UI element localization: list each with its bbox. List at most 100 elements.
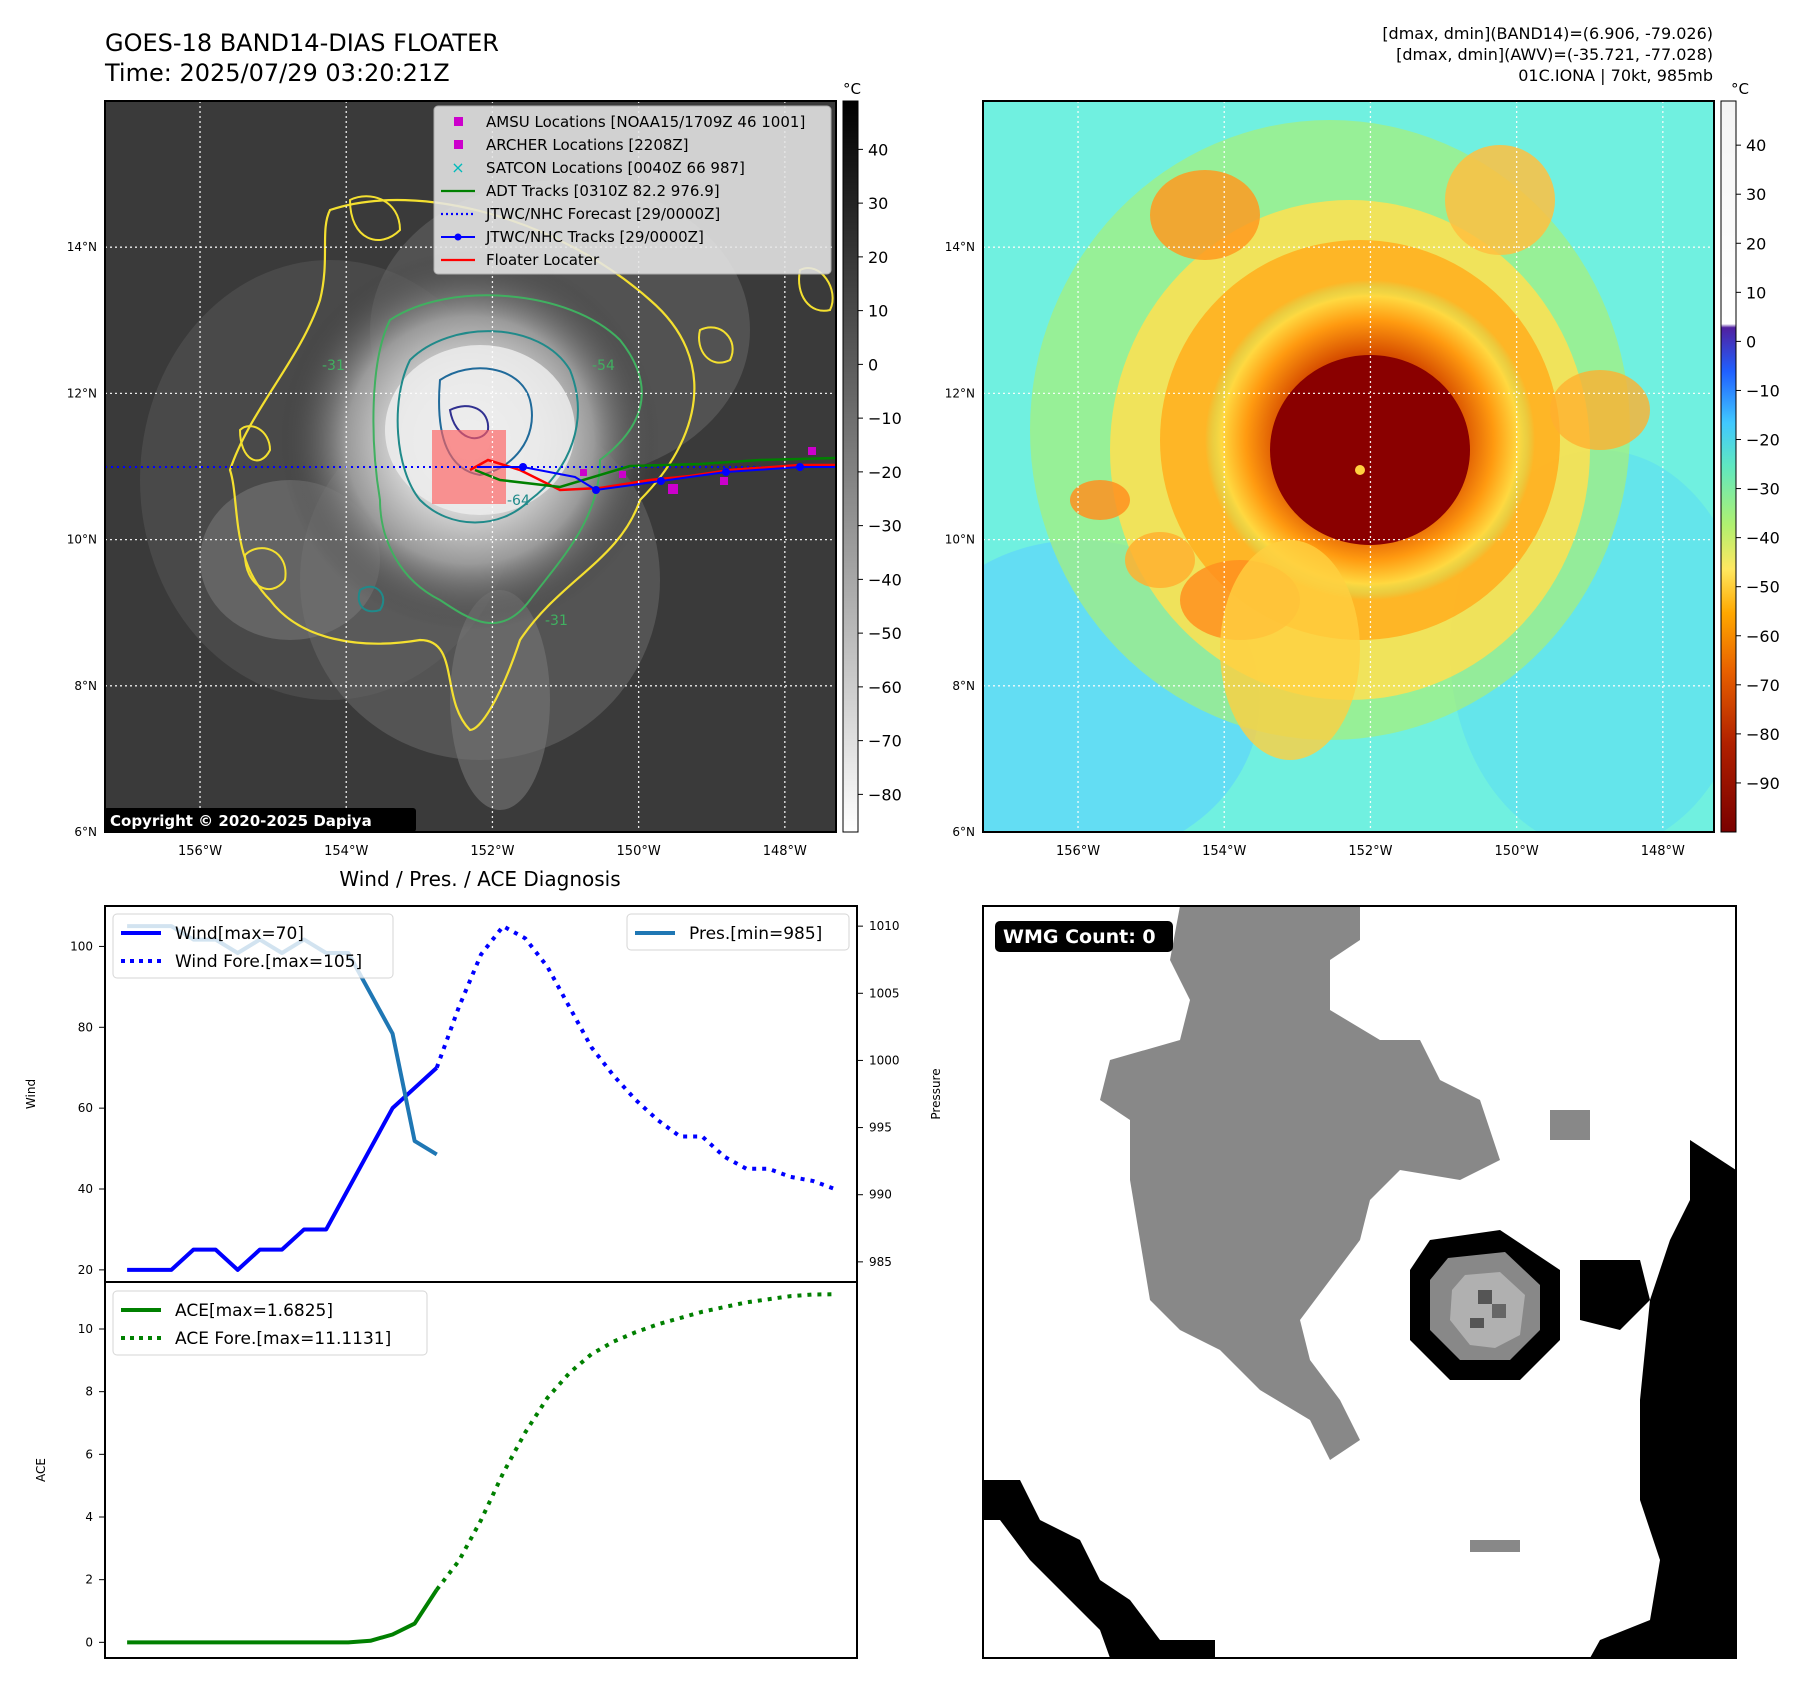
track-lines xyxy=(105,447,836,494)
pressure-tick-label: 1010 xyxy=(869,919,900,933)
lon-label: 148°W xyxy=(763,844,807,859)
lat-label: 10°N xyxy=(67,533,97,547)
pressure-tick-label: 985 xyxy=(869,1255,892,1269)
ace-series xyxy=(127,1292,835,1645)
ace-tick-label: 10 xyxy=(78,1322,93,1336)
ir-map-lat-labels: 14°N 12°N 10°N 8°N 6°N xyxy=(67,240,97,839)
colorbar-tick-label: −40 xyxy=(1746,529,1780,548)
wmg-panel: WMG Count: 0 xyxy=(982,905,1737,1659)
series-line xyxy=(127,1066,439,1272)
legend-item: Floater Locater xyxy=(441,251,600,269)
colorbar-tick-label: −40 xyxy=(868,570,902,589)
lon-label: 150°W xyxy=(617,844,661,859)
adt-track xyxy=(474,456,836,489)
lon-label: 152°W xyxy=(1348,844,1392,859)
colorbar-tick-label: −60 xyxy=(868,678,902,697)
info-band14: [dmax, dmin](BAND14)=(6.906, -79.026) xyxy=(1382,24,1713,43)
diagnosis-panel: Wind / Pres. / ACE Diagnosis Wind Pressu… xyxy=(24,867,943,1659)
figure-time: Time: 2025/07/29 03:20:21Z xyxy=(104,59,450,87)
colorbar-tick-label: 30 xyxy=(868,194,888,213)
contour-label: -64 xyxy=(507,493,530,509)
ace-legend: ACE[max=1.6825] ACE Fore.[max=11.1131] xyxy=(112,1290,428,1356)
pressure-tick-label: 995 xyxy=(869,1121,892,1135)
awv-colorbar-unit: °C xyxy=(1731,80,1749,98)
legend-label: JTWC/NHC Forecast [29/0000Z] xyxy=(485,205,720,223)
colorbar-tick-label: 10 xyxy=(1746,283,1766,302)
colorbar-tick-label: 10 xyxy=(868,302,888,321)
colorbar-tick-label: −10 xyxy=(868,409,902,428)
lon-label: 154°W xyxy=(324,844,368,859)
legend-marker xyxy=(454,117,463,126)
colorbar-tick-label: −80 xyxy=(1746,725,1780,744)
wind-axis-label: Wind xyxy=(24,1079,38,1109)
lat-label: 14°N xyxy=(67,240,97,254)
wind-fore-legend-label: Wind Fore.[max=105] xyxy=(175,952,362,972)
jtwc-track xyxy=(477,466,836,492)
lon-label: 156°W xyxy=(1056,844,1100,859)
pressure-legend-box xyxy=(626,913,850,951)
pressure-tick-label: 1000 xyxy=(869,1053,900,1067)
colorbar-tick-label: −50 xyxy=(868,624,902,643)
contour-label: -31 xyxy=(322,358,345,374)
lon-label: 154°W xyxy=(1202,844,1246,859)
ace-fore-legend-label: ACE Fore.[max=11.1131] xyxy=(175,1329,391,1349)
colorbar-tick-label: −20 xyxy=(868,463,902,482)
figure-title: GOES-18 BAND14-DIAS FLOATER xyxy=(105,29,499,57)
floater-locater-track xyxy=(469,458,836,492)
wmg-label-box xyxy=(995,921,1173,952)
lon-label: 156°W xyxy=(178,844,222,859)
lon-label: 150°W xyxy=(1495,844,1539,859)
copyright-box xyxy=(104,808,416,832)
pressure-tick-label: 1005 xyxy=(869,986,900,1000)
lat-label: 12°N xyxy=(945,386,975,400)
legend-label: ARCHER Locations [2208Z] xyxy=(486,136,689,154)
wind-tick-label: 60 xyxy=(78,1101,93,1115)
colorbar-tick-label: −10 xyxy=(1746,381,1780,400)
colorbar-tick-label: −70 xyxy=(1746,676,1780,695)
colorbar-tick-label: −30 xyxy=(1746,480,1780,499)
wind-ticks: 100 80 60 40 20 xyxy=(70,939,105,1277)
diagnosis-title: Wind / Pres. / ACE Diagnosis xyxy=(339,867,620,891)
legend-item: ADT Tracks [0310Z 82.2 976.9] xyxy=(441,182,720,200)
ir-colorbar-unit: °C xyxy=(843,80,861,98)
legend-marker: × xyxy=(451,158,464,177)
wind-tick-label: 40 xyxy=(78,1182,93,1196)
legend-label: AMSU Locations [NOAA15/1709Z 46 1001] xyxy=(486,113,805,131)
legend-label: Floater Locater xyxy=(486,251,600,269)
wind-legend-label: Wind[max=70] xyxy=(175,924,304,944)
wind-tick-label: 20 xyxy=(78,1263,93,1277)
ir-map-frame xyxy=(104,100,837,833)
colorbar-tick-label: 40 xyxy=(1746,136,1766,155)
ir-colorbar: °C 40 30 20 10 0 −10 −20 −30 −40 −50 −60 −70 −80 xyxy=(842,80,902,833)
ace-legend-label: ACE[max=1.6825] xyxy=(175,1301,333,1321)
colorbar-tick-label: 30 xyxy=(1746,185,1766,204)
wind-legend: Wind[max=70] Wind Fore.[max=105] xyxy=(112,913,394,979)
wind-legend-box xyxy=(112,913,394,979)
colorbar-tick-label: −50 xyxy=(1746,578,1780,597)
ace-tick-label: 4 xyxy=(85,1510,93,1524)
wind-tick-label: 100 xyxy=(70,939,93,953)
legend-label: SATCON Locations [0040Z 66 987] xyxy=(486,159,745,177)
legend-box xyxy=(433,105,832,275)
ace-legend-box xyxy=(112,1290,428,1356)
wind-tick-label: 80 xyxy=(78,1020,93,1034)
pressure-ticks: 1010 1005 1000 995 990 985 xyxy=(857,919,900,1269)
lon-label: 148°W xyxy=(1641,844,1685,859)
colorbar-tick-label: −30 xyxy=(868,517,902,536)
copyright-text: Copyright © 2020-2025 Dapiya xyxy=(110,812,372,830)
ir-map-lon-labels: 156°W 154°W 152°W 150°W 148°W xyxy=(178,844,807,859)
colorbar-tick-label: 40 xyxy=(868,140,888,159)
colorbar-tick-label: −80 xyxy=(868,785,902,804)
pressure-axis-label: Pressure xyxy=(929,1068,943,1119)
info-storm: 01C.IONA | 70kt, 985mb xyxy=(1518,66,1713,85)
colorbar-tick-label: 0 xyxy=(868,355,878,374)
ace-ticks: 10 8 6 4 2 0 xyxy=(78,1322,105,1649)
pressure-legend-label: Pres.[min=985] xyxy=(689,924,822,944)
colorbar-tick-label: 20 xyxy=(868,248,888,267)
ir-colorbar-bar xyxy=(842,100,859,833)
legend-label: ADT Tracks [0310Z 82.2 976.9] xyxy=(486,182,720,200)
legend-item: AMSU Locations [NOAA15/1709Z 46 1001] xyxy=(454,113,805,131)
ir-map-panel: -31 -54 -64 -31 14°N12°N10°N8°N6°N 156° xyxy=(67,100,837,859)
awv-map-lat-labels: 14°N 12°N 10°N 8°N 6°N xyxy=(945,240,975,839)
